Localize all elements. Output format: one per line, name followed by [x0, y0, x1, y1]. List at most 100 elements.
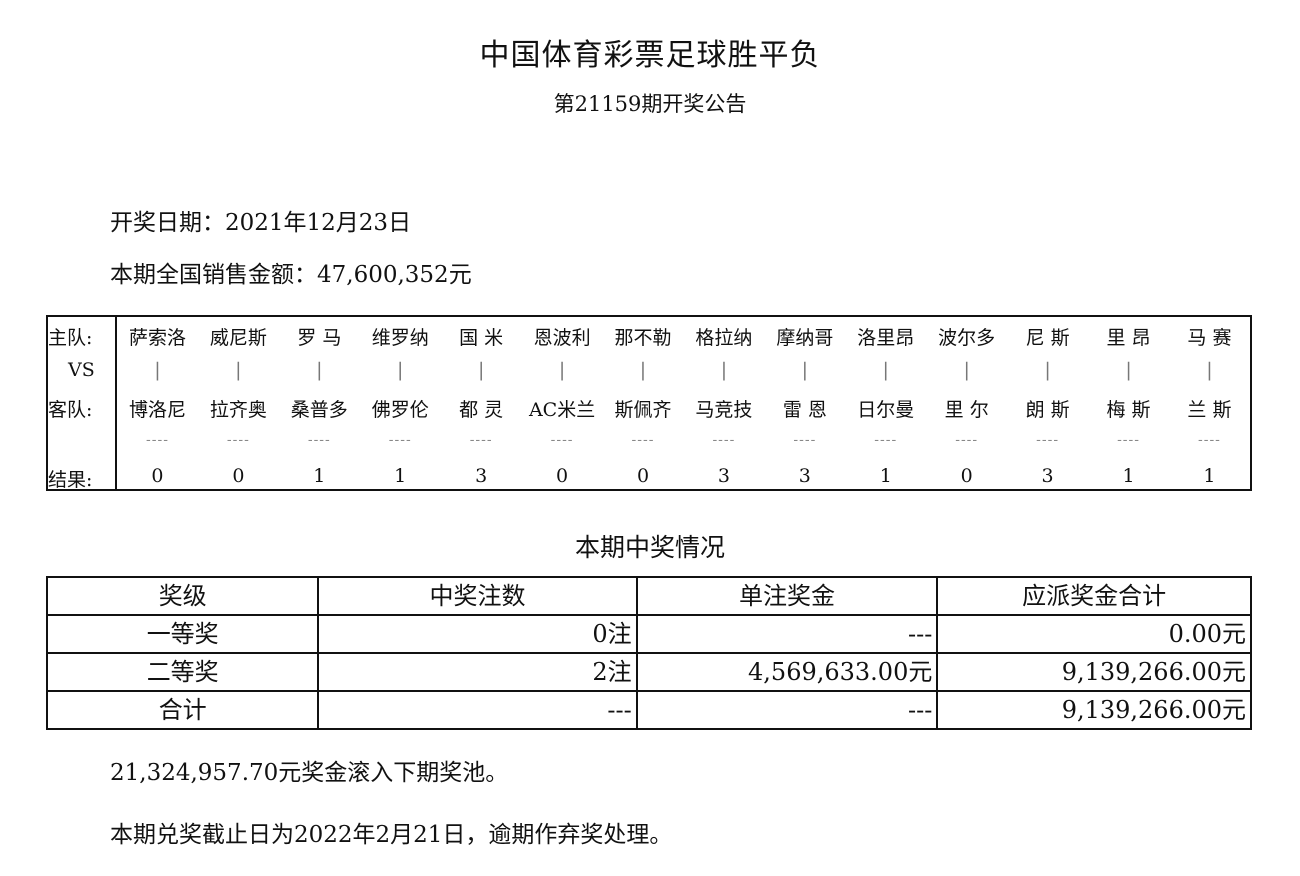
- issue-subtitle: 第21159期开奖公告: [553, 92, 747, 116]
- prize-cell: ---: [635, 614, 939, 654]
- vs-separator: |: [154, 359, 161, 381]
- match-result: 1: [879, 465, 892, 487]
- prize-cell: 二等奖: [45, 652, 320, 692]
- dash-line: ----: [955, 432, 979, 448]
- dash-line: ----: [469, 432, 493, 448]
- column-header: 应派奖金合计: [936, 576, 1252, 616]
- match-result: 1: [1203, 465, 1216, 487]
- deadline-note: 本期兑奖截止日为2022年2月21日，逾期作弃奖处理。: [110, 822, 673, 848]
- vs-separator: |: [558, 359, 566, 381]
- vs-separator: |: [720, 359, 728, 381]
- match-result: 0: [151, 465, 164, 487]
- home-team: 那不勒: [614, 327, 672, 349]
- home-team: 波尔多: [938, 327, 996, 349]
- match-column: 萨索洛 | 博洛尼 ---- 0: [117, 317, 198, 489]
- away-team: 佛罗伦: [371, 399, 429, 421]
- dash-line: ----: [146, 432, 169, 448]
- dash-line: ----: [712, 432, 736, 448]
- away-team: 博洛尼: [128, 399, 186, 421]
- home-team: 里 昂: [1106, 327, 1151, 349]
- column-header: 奖级: [45, 576, 320, 616]
- prize-cell: 4,569,633.00元: [635, 652, 939, 692]
- prize-cell: 0.00元: [936, 614, 1252, 654]
- vs-separator: |: [1206, 359, 1213, 381]
- prize-row: 二等奖 2注 4,569,633.00元 9,139,266.00元: [45, 652, 1252, 692]
- vs-separator: |: [963, 359, 970, 381]
- prize-row: 合计 --- --- 9,139,266.00元: [45, 690, 1252, 730]
- home-label: 主队:: [48, 327, 93, 349]
- match-result: 1: [394, 465, 407, 487]
- match-column: 威尼斯 | 拉齐奥 ---- 0: [198, 317, 279, 489]
- home-team: 尼 斯: [1025, 327, 1070, 349]
- vs-separator: |: [316, 359, 323, 381]
- away-team: 马竞技: [695, 399, 753, 421]
- away-team: AC米兰: [528, 399, 596, 421]
- home-team: 国 米: [459, 327, 504, 349]
- match-column: 波尔多 | 里 尔 ---- 0: [926, 317, 1007, 489]
- match-column: 恩波利 | AC米兰 ---- 0: [522, 317, 603, 489]
- away-team: 里 尔: [944, 399, 989, 421]
- match-column: 维罗纳 | 佛罗伦 ---- 1: [360, 317, 441, 489]
- draw-date: 开奖日期：2021年12月23日: [110, 210, 412, 236]
- match-result: 1: [1122, 465, 1135, 487]
- page-title: 中国体育彩票足球胜平负: [479, 38, 821, 73]
- prize-cell: ---: [635, 690, 939, 730]
- prize-heading: 本期中奖情况: [574, 533, 725, 562]
- dash-line: ----: [226, 432, 250, 448]
- match-column: 洛里昂 | 日尔曼 ---- 1: [845, 317, 926, 489]
- match-result: 0: [556, 465, 569, 487]
- match-table: 主队: VS 客队: 结果: 萨索洛 | 博洛尼 ---- 0 威尼斯 | 拉齐奥 ---- 0 罗…: [46, 315, 1252, 491]
- away-team: 梅 斯: [1106, 399, 1151, 421]
- vs-separator: |: [235, 359, 242, 381]
- prize-row: 一等奖 0注 --- 0.00元: [45, 614, 1252, 654]
- vs-separator: |: [1044, 359, 1051, 381]
- match-column: 里 昂 | 梅 斯 ---- 1: [1088, 317, 1169, 489]
- home-team: 恩波利: [533, 327, 591, 349]
- dash-line: ----: [793, 432, 817, 448]
- away-team: 桑普多: [290, 399, 348, 421]
- vs-separator: |: [477, 359, 485, 381]
- match-column: 格拉纳 | 马竞技 ---- 3: [683, 317, 764, 489]
- match-columns: 萨索洛 | 博洛尼 ---- 0 威尼斯 | 拉齐奥 ---- 0 罗 马 | 桑普多 ---- 1 维罗纳 |…: [117, 317, 1250, 489]
- match-column: 尼 斯 | 朗 斯 ---- 3: [1007, 317, 1088, 489]
- vs-separator: |: [1125, 359, 1132, 381]
- match-result: 3: [798, 465, 811, 487]
- match-column: 摩纳哥 | 雷 恩 ---- 3: [764, 317, 845, 489]
- away-team: 斯佩齐: [614, 399, 672, 421]
- rollover-note: 21,324,957.70元奖金滚入下期奖池。: [110, 760, 509, 786]
- dash-line: ----: [307, 432, 331, 448]
- match-result: 0: [636, 465, 650, 487]
- away-team: 兰 斯: [1187, 399, 1232, 421]
- prize-header-row: 奖级 中奖注数 单注奖金 应派奖金合计: [45, 576, 1252, 616]
- match-column: 罗 马 | 桑普多 ---- 1: [279, 317, 360, 489]
- match-column: 国 米 | 都 灵 ---- 3: [441, 317, 522, 489]
- prize-cell: 一等奖: [45, 614, 320, 654]
- home-team: 洛里昂: [857, 327, 915, 349]
- dash-line: ----: [631, 432, 655, 448]
- away-label: 客队:: [48, 399, 93, 421]
- home-team: 萨索洛: [128, 327, 186, 349]
- match-result: 3: [1041, 465, 1054, 487]
- home-team: 格拉纳: [695, 327, 753, 349]
- prize-cell: ---: [317, 690, 638, 730]
- away-team: 日尔曼: [857, 399, 915, 421]
- vs-separator: |: [882, 359, 889, 381]
- away-team: 都 灵: [459, 399, 504, 421]
- match-result: 3: [717, 465, 730, 487]
- prize-cell: 合计: [45, 690, 320, 730]
- column-header: 中奖注数: [317, 576, 638, 616]
- prize-cell: 0注: [317, 614, 638, 654]
- vs-separator: |: [397, 359, 404, 381]
- vs-separator: |: [801, 359, 809, 381]
- prize-cell: 9,139,266.00元: [936, 690, 1252, 730]
- match-result: 1: [313, 465, 326, 487]
- vs-separator: |: [639, 359, 647, 381]
- home-team: 维罗纳: [371, 327, 429, 349]
- sales-amount: 本期全国销售金额：47,600,352元: [110, 262, 472, 288]
- away-team: 雷 恩: [782, 399, 827, 421]
- home-team: 罗 马: [297, 327, 342, 349]
- dash-line: ----: [550, 432, 574, 448]
- result-label: 结果:: [48, 469, 93, 491]
- match-column: 马 赛 | 兰 斯 ---- 1: [1169, 317, 1250, 489]
- away-team: 朗 斯: [1025, 399, 1070, 421]
